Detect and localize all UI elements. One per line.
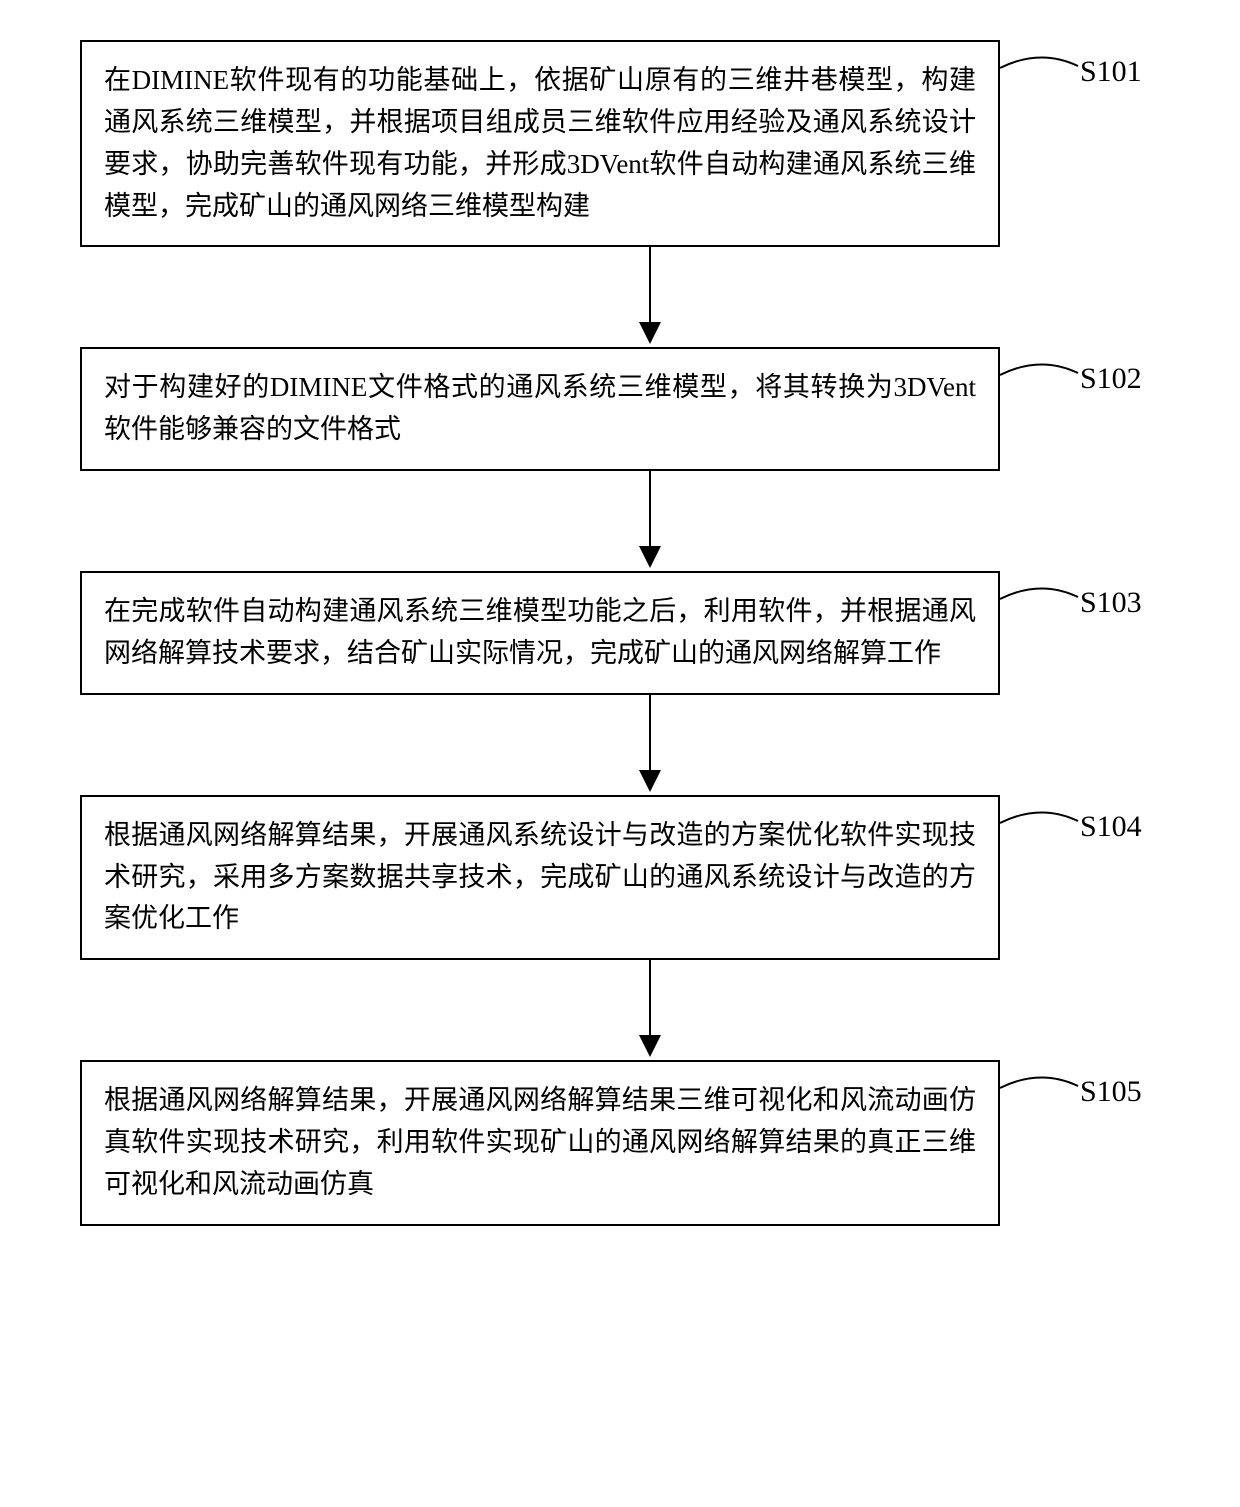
- arrow-1: [190, 247, 1110, 347]
- step-label-4: S104: [1080, 810, 1142, 844]
- arrow-head: [639, 322, 661, 344]
- step-row-3: 在完成软件自动构建通风系统三维模型功能之后，利用软件，并根据通风网络解算技术要求…: [20, 571, 1220, 695]
- flowchart-container: 在DIMINE软件现有的功能基础上，依据矿山原有的三维井巷模型，构建通风系统三维…: [20, 40, 1220, 1226]
- step-row-4: 根据通风网络解算结果，开展通风系统设计与改造的方案优化软件实现技术研究，采用多方…: [20, 795, 1220, 961]
- connector-curve-1: [1000, 48, 1080, 88]
- step-box-1: 在DIMINE软件现有的功能基础上，依据矿山原有的三维井巷模型，构建通风系统三维…: [80, 40, 1000, 247]
- step-text-2: 对于构建好的DIMINE文件格式的通风系统三维模型，将其转换为3DVent软件能…: [104, 372, 976, 444]
- connector-curve-5: [1000, 1068, 1080, 1108]
- connector-curve-4: [1000, 803, 1080, 843]
- arrow-head: [639, 546, 661, 568]
- arrow-3: [190, 695, 1110, 795]
- step-row-1: 在DIMINE软件现有的功能基础上，依据矿山原有的三维井巷模型，构建通风系统三维…: [20, 40, 1220, 247]
- arrow-line: [649, 471, 651, 546]
- arrow-4: [190, 960, 1110, 1060]
- step-text-4: 根据通风网络解算结果，开展通风系统设计与改造的方案优化软件实现技术研究，采用多方…: [104, 820, 976, 934]
- arrow-line: [649, 247, 651, 322]
- step-label-3: S103: [1080, 586, 1142, 620]
- arrow-line: [649, 695, 651, 770]
- step-text-1: 在DIMINE软件现有的功能基础上，依据矿山原有的三维井巷模型，构建通风系统三维…: [104, 65, 976, 221]
- arrow-head: [639, 770, 661, 792]
- arrow-2: [190, 471, 1110, 571]
- connector-curve-3: [1000, 579, 1080, 619]
- step-box-5: 根据通风网络解算结果，开展通风网络解算结果三维可视化和风流动画仿真软件实现技术研…: [80, 1060, 1000, 1226]
- step-text-5: 根据通风网络解算结果，开展通风网络解算结果三维可视化和风流动画仿真软件实现技术研…: [104, 1085, 976, 1199]
- step-text-3: 在完成软件自动构建通风系统三维模型功能之后，利用软件，并根据通风网络解算技术要求…: [104, 596, 976, 668]
- step-box-2: 对于构建好的DIMINE文件格式的通风系统三维模型，将其转换为3DVent软件能…: [80, 347, 1000, 471]
- step-box-4: 根据通风网络解算结果，开展通风系统设计与改造的方案优化软件实现技术研究，采用多方…: [80, 795, 1000, 961]
- connector-curve-2: [1000, 355, 1080, 395]
- step-box-3: 在完成软件自动构建通风系统三维模型功能之后，利用软件，并根据通风网络解算技术要求…: [80, 571, 1000, 695]
- step-label-2: S102: [1080, 362, 1142, 396]
- step-label-1: S101: [1080, 55, 1142, 89]
- step-label-5: S105: [1080, 1075, 1142, 1109]
- arrow-line: [649, 960, 651, 1035]
- step-row-5: 根据通风网络解算结果，开展通风网络解算结果三维可视化和风流动画仿真软件实现技术研…: [20, 1060, 1220, 1226]
- arrow-head: [639, 1035, 661, 1057]
- step-row-2: 对于构建好的DIMINE文件格式的通风系统三维模型，将其转换为3DVent软件能…: [20, 347, 1220, 471]
